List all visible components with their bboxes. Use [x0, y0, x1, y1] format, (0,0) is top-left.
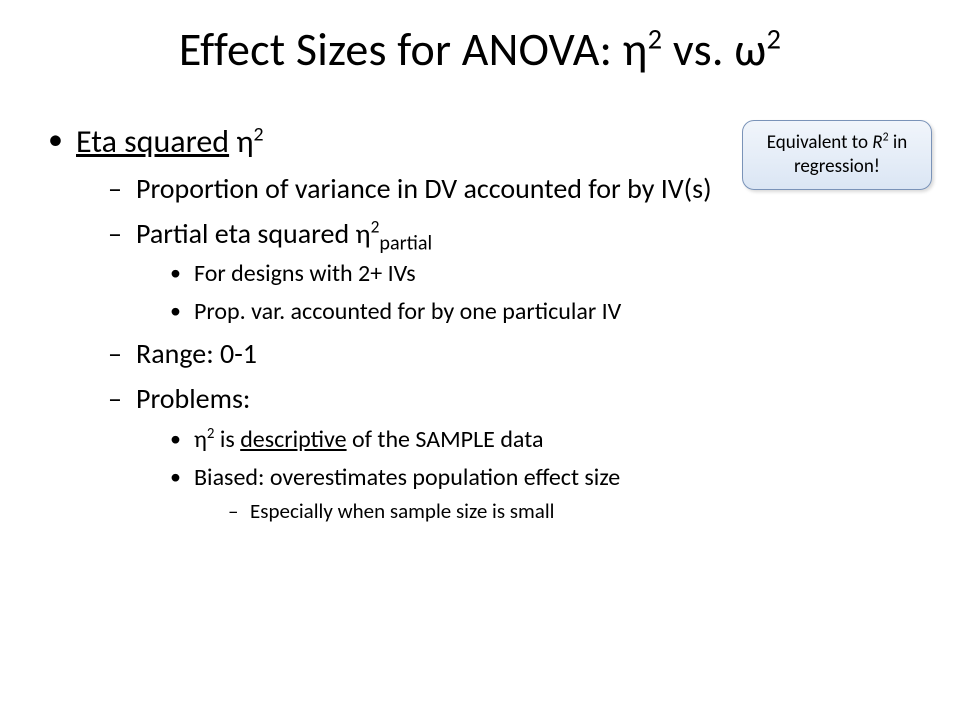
eta-symbol-pre: η [229, 122, 253, 161]
title-text-b: vs. ω [662, 22, 766, 78]
desc-mid: is [214, 425, 240, 454]
lvl1-item-eta: Eta squared η2 Proportion of variance in… [46, 120, 916, 527]
slide: Effect Sizes for ANOVA: η2 vs. ω2 Equiva… [0, 0, 960, 720]
lvl4-item-especially: Especially when sample size is small [228, 496, 916, 528]
biased-text: Biased: overestimates population effect … [194, 463, 620, 492]
desc-post: of the SAMPLE data [347, 425, 544, 454]
lvl3-item-descriptive: η2 is descriptive of the SAMPLE data [170, 422, 916, 458]
body-content: Eta squared η2 Proportion of variance in… [46, 120, 916, 531]
bullet-list-lvl1: Eta squared η2 Proportion of variance in… [46, 120, 916, 527]
slide-title: Effect Sizes for ANOVA: η2 vs. ω2 [0, 22, 960, 78]
eta-symbol-sup: 2 [254, 122, 264, 146]
bullet-list-lvl3-a: For designs with 2+ IVs Prop. var. accou… [136, 256, 916, 330]
desc-pre: η [194, 425, 207, 454]
lvl3-item-propvar: Prop. var. accounted for by one particul… [170, 294, 916, 330]
lvl2-item-problems: Problems: η2 is descriptive of the SAMPL… [108, 379, 916, 527]
partial-text-pre: Partial eta squared η [136, 216, 371, 251]
lvl2-item-proportion: Proportion of variance in DV accounted f… [108, 169, 916, 210]
lvl3-item-designs: For designs with 2+ IVs [170, 256, 916, 292]
lvl3-item-biased: Biased: overestimates population effect … [170, 460, 916, 528]
bullet-list-lvl2: Proportion of variance in DV accounted f… [76, 169, 916, 527]
lvl2-item-range: Range: 0-1 [108, 334, 916, 375]
propvar-text: Prop. var. accounted for by one particul… [194, 297, 621, 326]
bullet-list-lvl4: Especially when sample size is small [194, 496, 916, 528]
title-sup-2: 2 [766, 22, 781, 57]
title-text-a: Effect Sizes for ANOVA: η [179, 22, 648, 78]
eta-squared-label: Eta squared [76, 122, 229, 161]
partial-sub: partial [379, 231, 432, 255]
title-sup-1: 2 [648, 22, 663, 57]
proportion-text: Proportion of variance in DV accounted f… [136, 171, 712, 206]
problems-text: Problems: [136, 381, 250, 416]
lvl2-item-partial: Partial eta squared η2partial For design… [108, 214, 916, 331]
especially-text: Especially when sample size is small [250, 498, 555, 524]
desc-under: descriptive [240, 425, 346, 454]
bullet-list-lvl3-b: η2 is descriptive of the SAMPLE data Bia… [136, 422, 916, 528]
designs-text: For designs with 2+ IVs [194, 259, 416, 288]
range-text: Range: 0-1 [136, 336, 257, 371]
